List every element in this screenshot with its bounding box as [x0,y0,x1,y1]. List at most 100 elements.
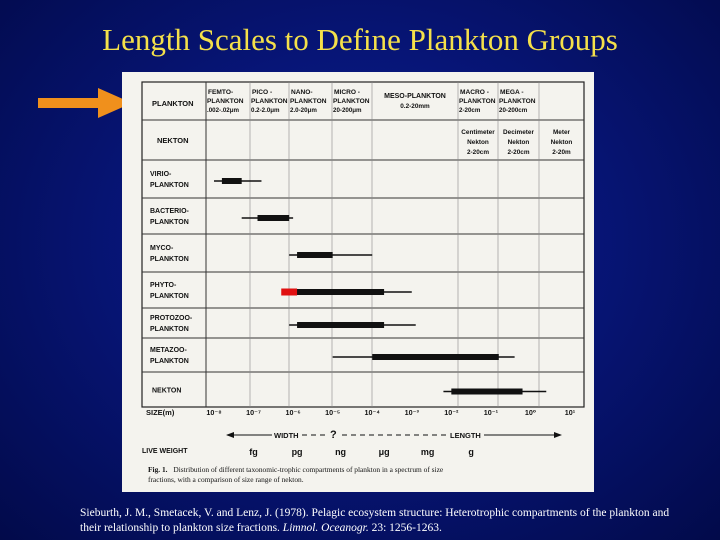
size-class-group: PLANKTON [459,98,496,105]
nekton-class-group: Nekton [551,139,573,146]
group-label: NEKTON [152,388,181,395]
size-class-header: NANO- PLANKTON 2.0-20μm [290,89,327,114]
size-class-header: MEGA - PLANKTON 20-200cm [499,89,536,114]
figure-caption-line1: Fig. 1. Distribution of different taxono… [148,465,444,474]
size-class-range: .002-.02μm [207,107,239,114]
group-label-line1: METAZOO- [150,347,187,354]
group-highlight-bar [281,288,298,296]
length-label: LENGTH [450,431,481,440]
width-label: WIDTH [274,431,299,440]
group-core-bar [372,354,499,360]
size-class-name: MEGA - [500,89,524,96]
size-class-range: 2-20cm [459,107,481,114]
group-label-line1: PROTOZOO- [150,315,193,322]
plankton-size-figure: PLANKTON NEKTON FEMTO- PLANKTON .002-.02μm… [122,72,594,492]
weight-label: ng [335,447,346,457]
figure-caption-line2: fractions, with a comparison of size ran… [148,475,304,484]
size-axis-label: SIZE(m) [146,408,175,417]
group-label-line1: NEKTON [152,388,181,395]
size-tick-label: 10¹ [565,408,576,417]
size-class-name: MESO-PLANKTON [384,93,446,100]
size-class-range: 2.0-20μm [290,107,317,114]
width-arrow-head [226,432,234,438]
group-label-line2: PLANKTON [150,358,189,365]
group-core-bar [297,322,385,328]
group-core-bar [221,178,242,184]
size-class-range: 0.2-2.0μm [251,107,280,114]
group-label-line2: PLANKTON [150,182,189,189]
nekton-class-range: 2-20cm [467,149,489,156]
group-label: MYCO- PLANKTON [150,245,189,263]
group-core-bar [451,388,523,395]
nekton-class-name: Meter [553,129,571,136]
nekton-class-group: Nekton [508,139,530,146]
group-label: METAZOO- PLANKTON [150,347,189,365]
nekton-class-name: Decimeter [503,129,534,136]
size-class-header: FEMTO- PLANKTON .002-.02μm [207,89,244,114]
nekton-class-range: 2-20m [552,149,571,156]
size-class-group: PLANKTON [207,98,244,105]
group-label-line2: PLANKTON [150,326,189,333]
live-weight-label: LIVE WEIGHT [142,448,188,455]
nekton-row-label: NEKTON [157,136,189,145]
size-class-name: NANO- [291,89,313,96]
size-tick-label: 10⁻⁶ [286,408,301,417]
pointer-arrow-icon [38,88,132,118]
nekton-class-name: Centimeter [461,129,495,136]
nekton-class-header: Meter Nekton 2-20m [551,129,573,156]
size-class-group: PLANKTON [333,98,370,105]
group-label: PHYTO- PLANKTON [150,282,189,300]
group-label-line1: MYCO- [150,245,174,252]
size-tick-label: 10⁻⁸ [206,408,221,417]
nekton-class-range: 2-20cm [507,149,529,156]
weight-label: μg [379,447,390,457]
group-label-line1: PHYTO- [150,282,177,289]
group-label-line1: VIRIO- [150,171,172,178]
size-class-name: MICRO - [334,89,360,96]
plankton-row-label: PLANKTON [152,99,194,108]
size-tick-label: 10⁻¹ [484,408,499,417]
group-label-line2: PLANKTON [150,219,189,226]
size-tick-label: 10⁻⁵ [325,408,340,417]
size-class-header: PICO - PLANKTON 0.2-2.0μm [251,89,288,114]
group-label-line1: BACTERIO- [150,208,190,215]
size-class-header: MESO-PLANKTON 0.2-20mm [384,93,446,110]
size-tick-label: 10⁻³ [405,408,420,417]
nekton-class-group: Nekton [467,139,489,146]
citation: Sieburth, J. M., Smetacek, V. and Lenz, … [80,506,680,536]
length-arrow-head [554,432,562,438]
size-tick-label: 10⁻⁴ [365,408,381,417]
weight-label: g [468,447,474,457]
slide-title: Length Scales to Define Plankton Groups [102,22,618,57]
size-class-group: PLANKTON [499,98,536,105]
group-core-bar [293,289,385,295]
citation-authors: Sieburth, J. M., Smetacek, V. and Lenz, … [80,507,670,534]
size-class-group: PLANKTON [251,98,288,105]
nekton-class-header: Decimeter Nekton 2-20cm [503,129,534,156]
size-class-range: 20-200cm [499,107,528,114]
group-label: BACTERIO- PLANKTON [150,208,190,226]
figure-caption-label: Fig. 1. [148,465,168,474]
group-label-line2: PLANKTON [150,293,189,300]
size-tick-label: 10⁻² [444,408,459,417]
size-class-range: 20-200μm [333,107,362,114]
size-class-name: MACRO - [460,89,489,96]
group-label: PROTOZOO- PLANKTON [150,315,193,333]
size-tick-label: 10⁻⁷ [246,408,261,417]
group-core-bar [297,252,333,258]
nekton-class-header: Centimeter Nekton 2-20cm [461,129,495,156]
group-label-line2: PLANKTON [150,256,189,263]
figure-border [141,81,585,408]
group-label: VIRIO- PLANKTON [150,171,189,189]
size-class-header: MACRO - PLANKTON 2-20cm [459,89,496,114]
figure-canvas: PLANKTON NEKTON FEMTO- PLANKTON .002-.02μm… [141,81,585,484]
size-class-name: FEMTO- [208,89,233,96]
weight-label: pg [292,447,303,457]
citation-journal: Limnol. Oceanogr. [282,522,369,534]
size-class-range: 0.2-20mm [400,103,430,110]
group-core-bar [257,215,290,221]
weight-label: fg [249,447,257,457]
size-class-header: MICRO - PLANKTON 20-200μm [333,89,370,114]
size-class-group: PLANKTON [290,98,327,105]
size-class-name: PICO - [252,89,272,96]
